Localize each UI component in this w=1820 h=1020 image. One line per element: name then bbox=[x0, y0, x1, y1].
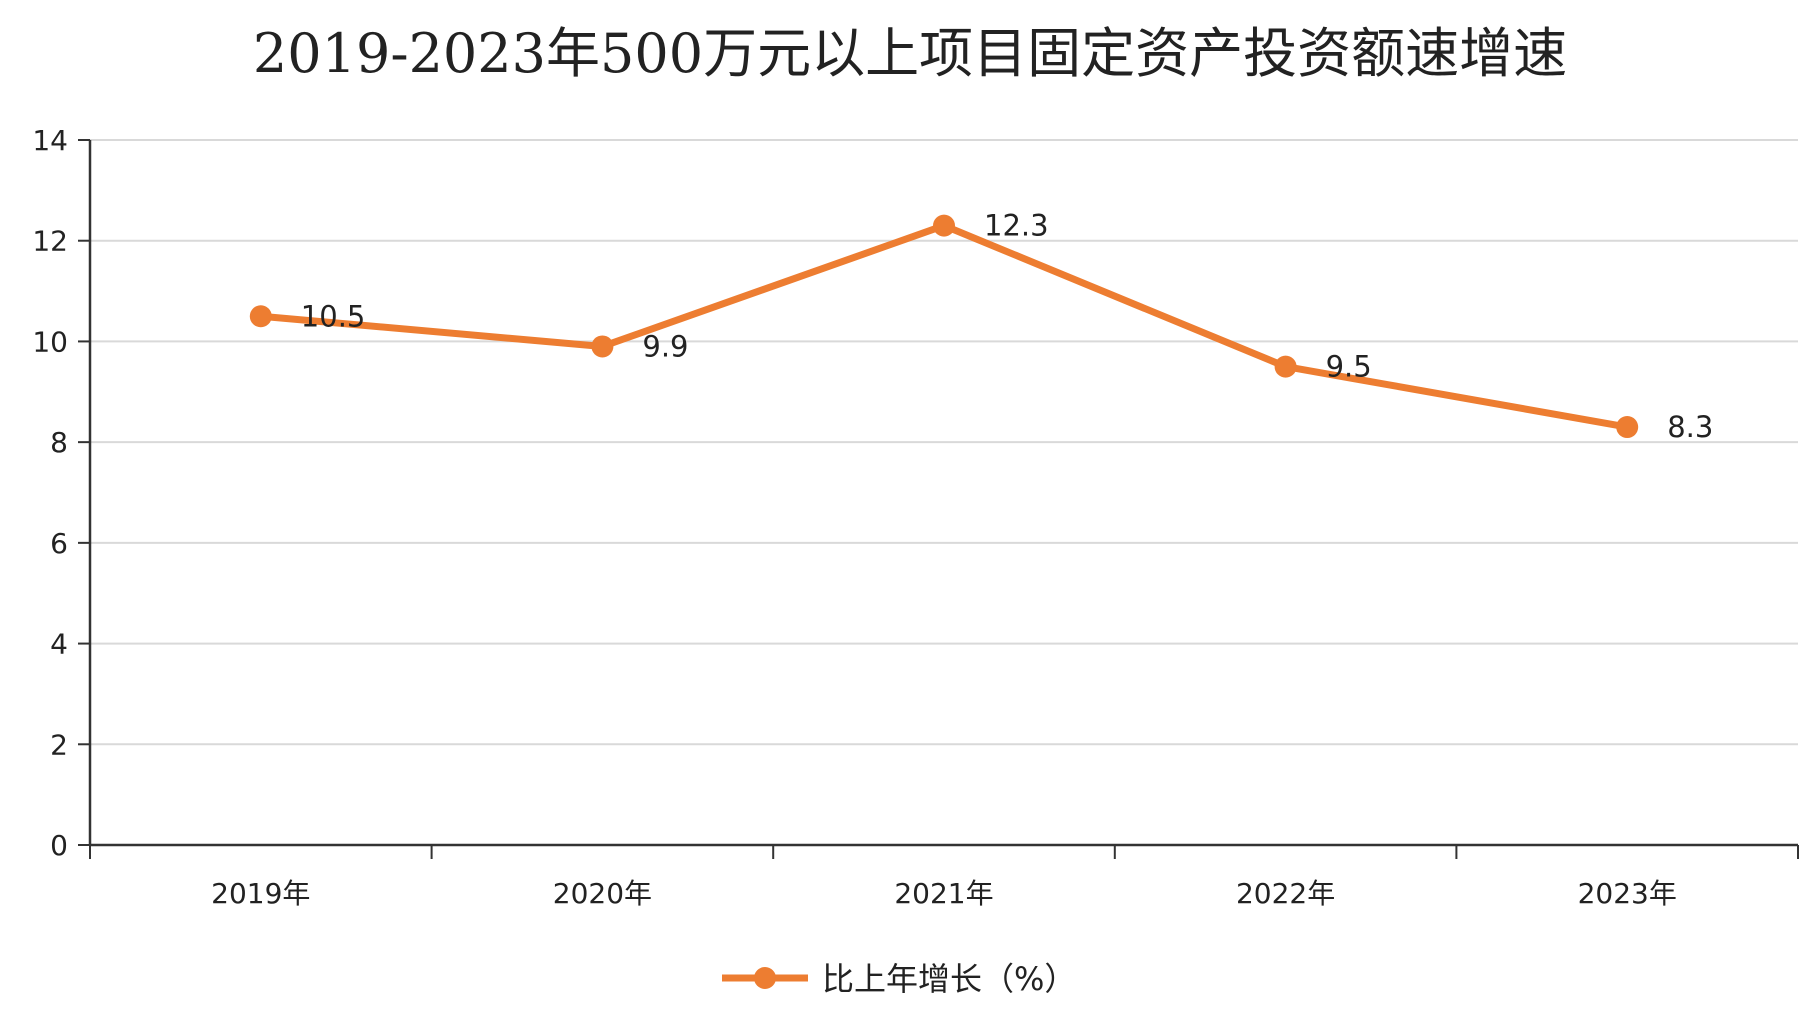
axes: 0 2 4 6 8 10 12 14 2019年 2020年 2021年 2022年 2023年 bbox=[32, 124, 1799, 910]
y-tick-label: 4 bbox=[50, 628, 68, 661]
y-tick-label: 12 bbox=[32, 225, 68, 258]
series-line bbox=[257, 222, 1631, 431]
x-tick-label: 2021年 bbox=[894, 877, 993, 910]
legend-label: 比上年增长（%） bbox=[822, 960, 1076, 998]
y-tick-label: 8 bbox=[50, 426, 68, 459]
y-tick-label: 10 bbox=[32, 325, 68, 358]
data-label: 8.3 bbox=[1667, 410, 1713, 444]
x-tick-label: 2020年 bbox=[553, 877, 652, 910]
data-label: 10.5 bbox=[301, 299, 366, 333]
series-layer: 10.5 9.9 12.3 9.5 8.3 bbox=[249, 209, 1713, 444]
y-tick-label: 6 bbox=[50, 527, 68, 560]
gridlines bbox=[90, 139, 1798, 746]
data-label: 9.5 bbox=[1326, 350, 1372, 384]
data-point bbox=[933, 214, 955, 237]
data-label: 9.9 bbox=[642, 329, 688, 363]
chart-title: 2019-2023年500万元以上项目固定资产投资额速增速 bbox=[253, 22, 1567, 85]
data-point bbox=[249, 305, 272, 328]
legend: 比上年增长（%） bbox=[722, 960, 1076, 998]
y-tick-label: 2 bbox=[50, 728, 68, 761]
y-tick-label: 0 bbox=[50, 829, 68, 862]
legend-marker bbox=[754, 967, 776, 989]
x-tick-label: 2023年 bbox=[1578, 877, 1677, 910]
x-tick-label: 2019年 bbox=[211, 877, 310, 910]
data-point bbox=[1274, 355, 1297, 378]
data-label: 12.3 bbox=[984, 209, 1049, 243]
y-tick-label: 14 bbox=[32, 124, 68, 157]
x-tick-label: 2022年 bbox=[1236, 877, 1335, 910]
data-point bbox=[591, 335, 614, 358]
data-point bbox=[1616, 416, 1639, 439]
